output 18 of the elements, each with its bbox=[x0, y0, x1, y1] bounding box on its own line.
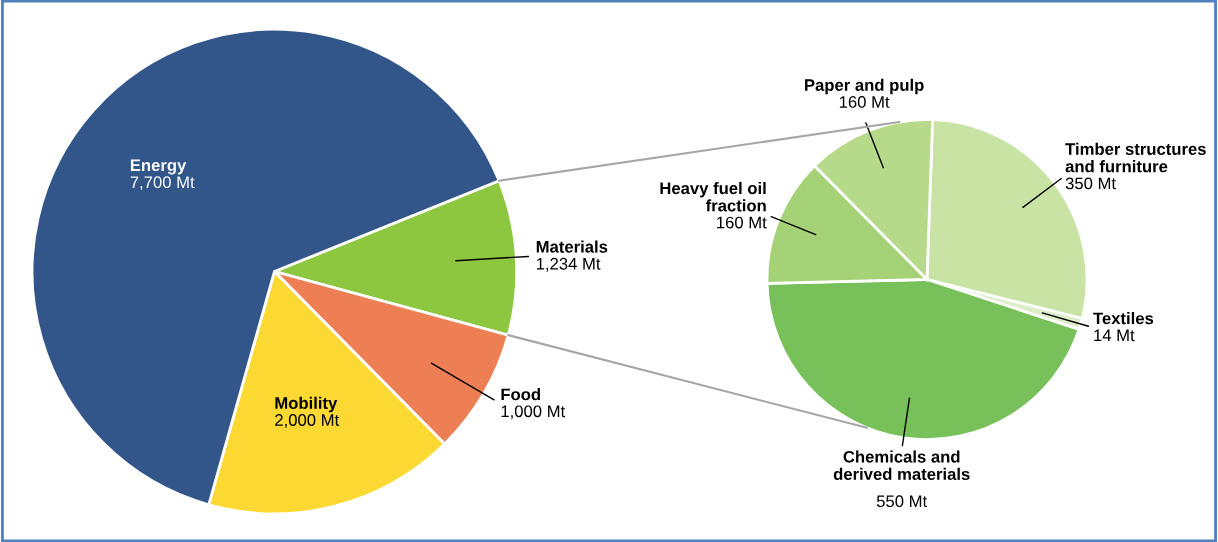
data-label: 1,000 Mt bbox=[501, 405, 566, 420]
slice-label: Mobility bbox=[275, 396, 338, 413]
slice-label: Food bbox=[501, 388, 540, 401]
data-label: 1,234 Mt bbox=[536, 257, 601, 272]
data-label: 2,000 Mt bbox=[275, 414, 340, 428]
data-label: 350 Mt bbox=[1065, 177, 1116, 190]
slice-label: Chemicals and derived materials bbox=[833, 450, 970, 481]
slice-label: Timber structures and furniture bbox=[1065, 142, 1206, 173]
slice-label: Paper and pulp bbox=[805, 78, 924, 95]
slice-label: Heavy fuel oil fraction bbox=[660, 181, 766, 212]
data-label: 160 Mt bbox=[717, 216, 767, 229]
slice-label: Energy bbox=[130, 159, 187, 175]
data-label: 550 Mt bbox=[876, 495, 928, 508]
data-label: 160 Mt bbox=[839, 96, 890, 108]
data-label: 7,700 Mt bbox=[130, 176, 195, 191]
data-label: 14 Mt bbox=[1094, 329, 1135, 342]
slice-label: Textiles bbox=[1093, 312, 1154, 325]
slice-label: Materials bbox=[536, 240, 608, 253]
